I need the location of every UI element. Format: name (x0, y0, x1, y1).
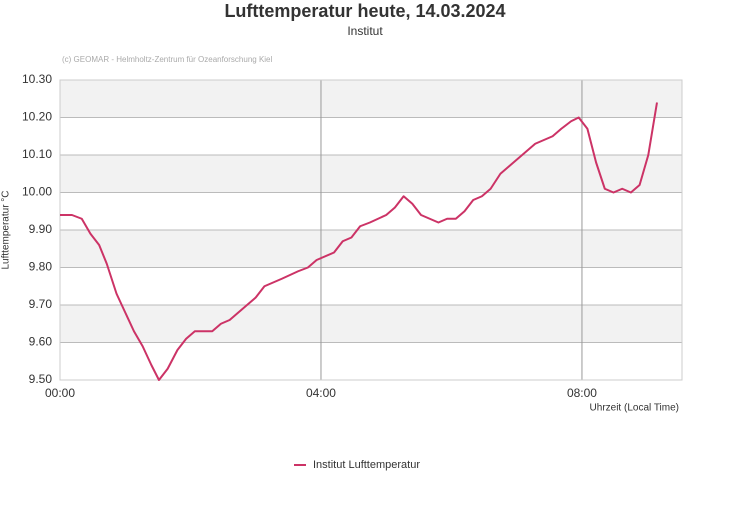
chart-subtitle: Institut (347, 24, 383, 38)
grid-band (60, 155, 682, 193)
y-tick-label: 9.60 (29, 335, 53, 349)
y-axis-label: Lufttemperatur °C (1, 190, 12, 269)
x-tick-label: 00:00 (45, 386, 75, 400)
y-tick-label: 10.10 (22, 147, 52, 161)
x-tick-label: 04:00 (306, 386, 336, 400)
y-tick-label: 9.90 (29, 222, 53, 236)
credit: (c) GEOMAR - Helmholtz-Zentrum für Ozean… (62, 55, 273, 64)
x-axis-label: Uhrzeit (Local Time) (590, 403, 679, 414)
x-tick-label: 08:00 (567, 386, 597, 400)
data-line (60, 102, 658, 381)
grid-band (60, 305, 682, 343)
y-tick-label: 9.50 (29, 372, 53, 386)
grid-band (60, 230, 682, 268)
y-tick-label: 10.00 (22, 185, 52, 199)
grid-band (60, 80, 682, 118)
y-tick-label: 9.70 (29, 297, 53, 311)
legend-label: Institut Lufttemperatur (313, 459, 420, 471)
chart-title: Lufttemperatur heute, 14.03.2024 (224, 1, 505, 21)
y-tick-label: 10.30 (22, 72, 52, 86)
y-tick-label: 9.80 (29, 260, 53, 274)
plot-border (59, 79, 683, 381)
y-tick-label: 10.20 (22, 110, 52, 124)
